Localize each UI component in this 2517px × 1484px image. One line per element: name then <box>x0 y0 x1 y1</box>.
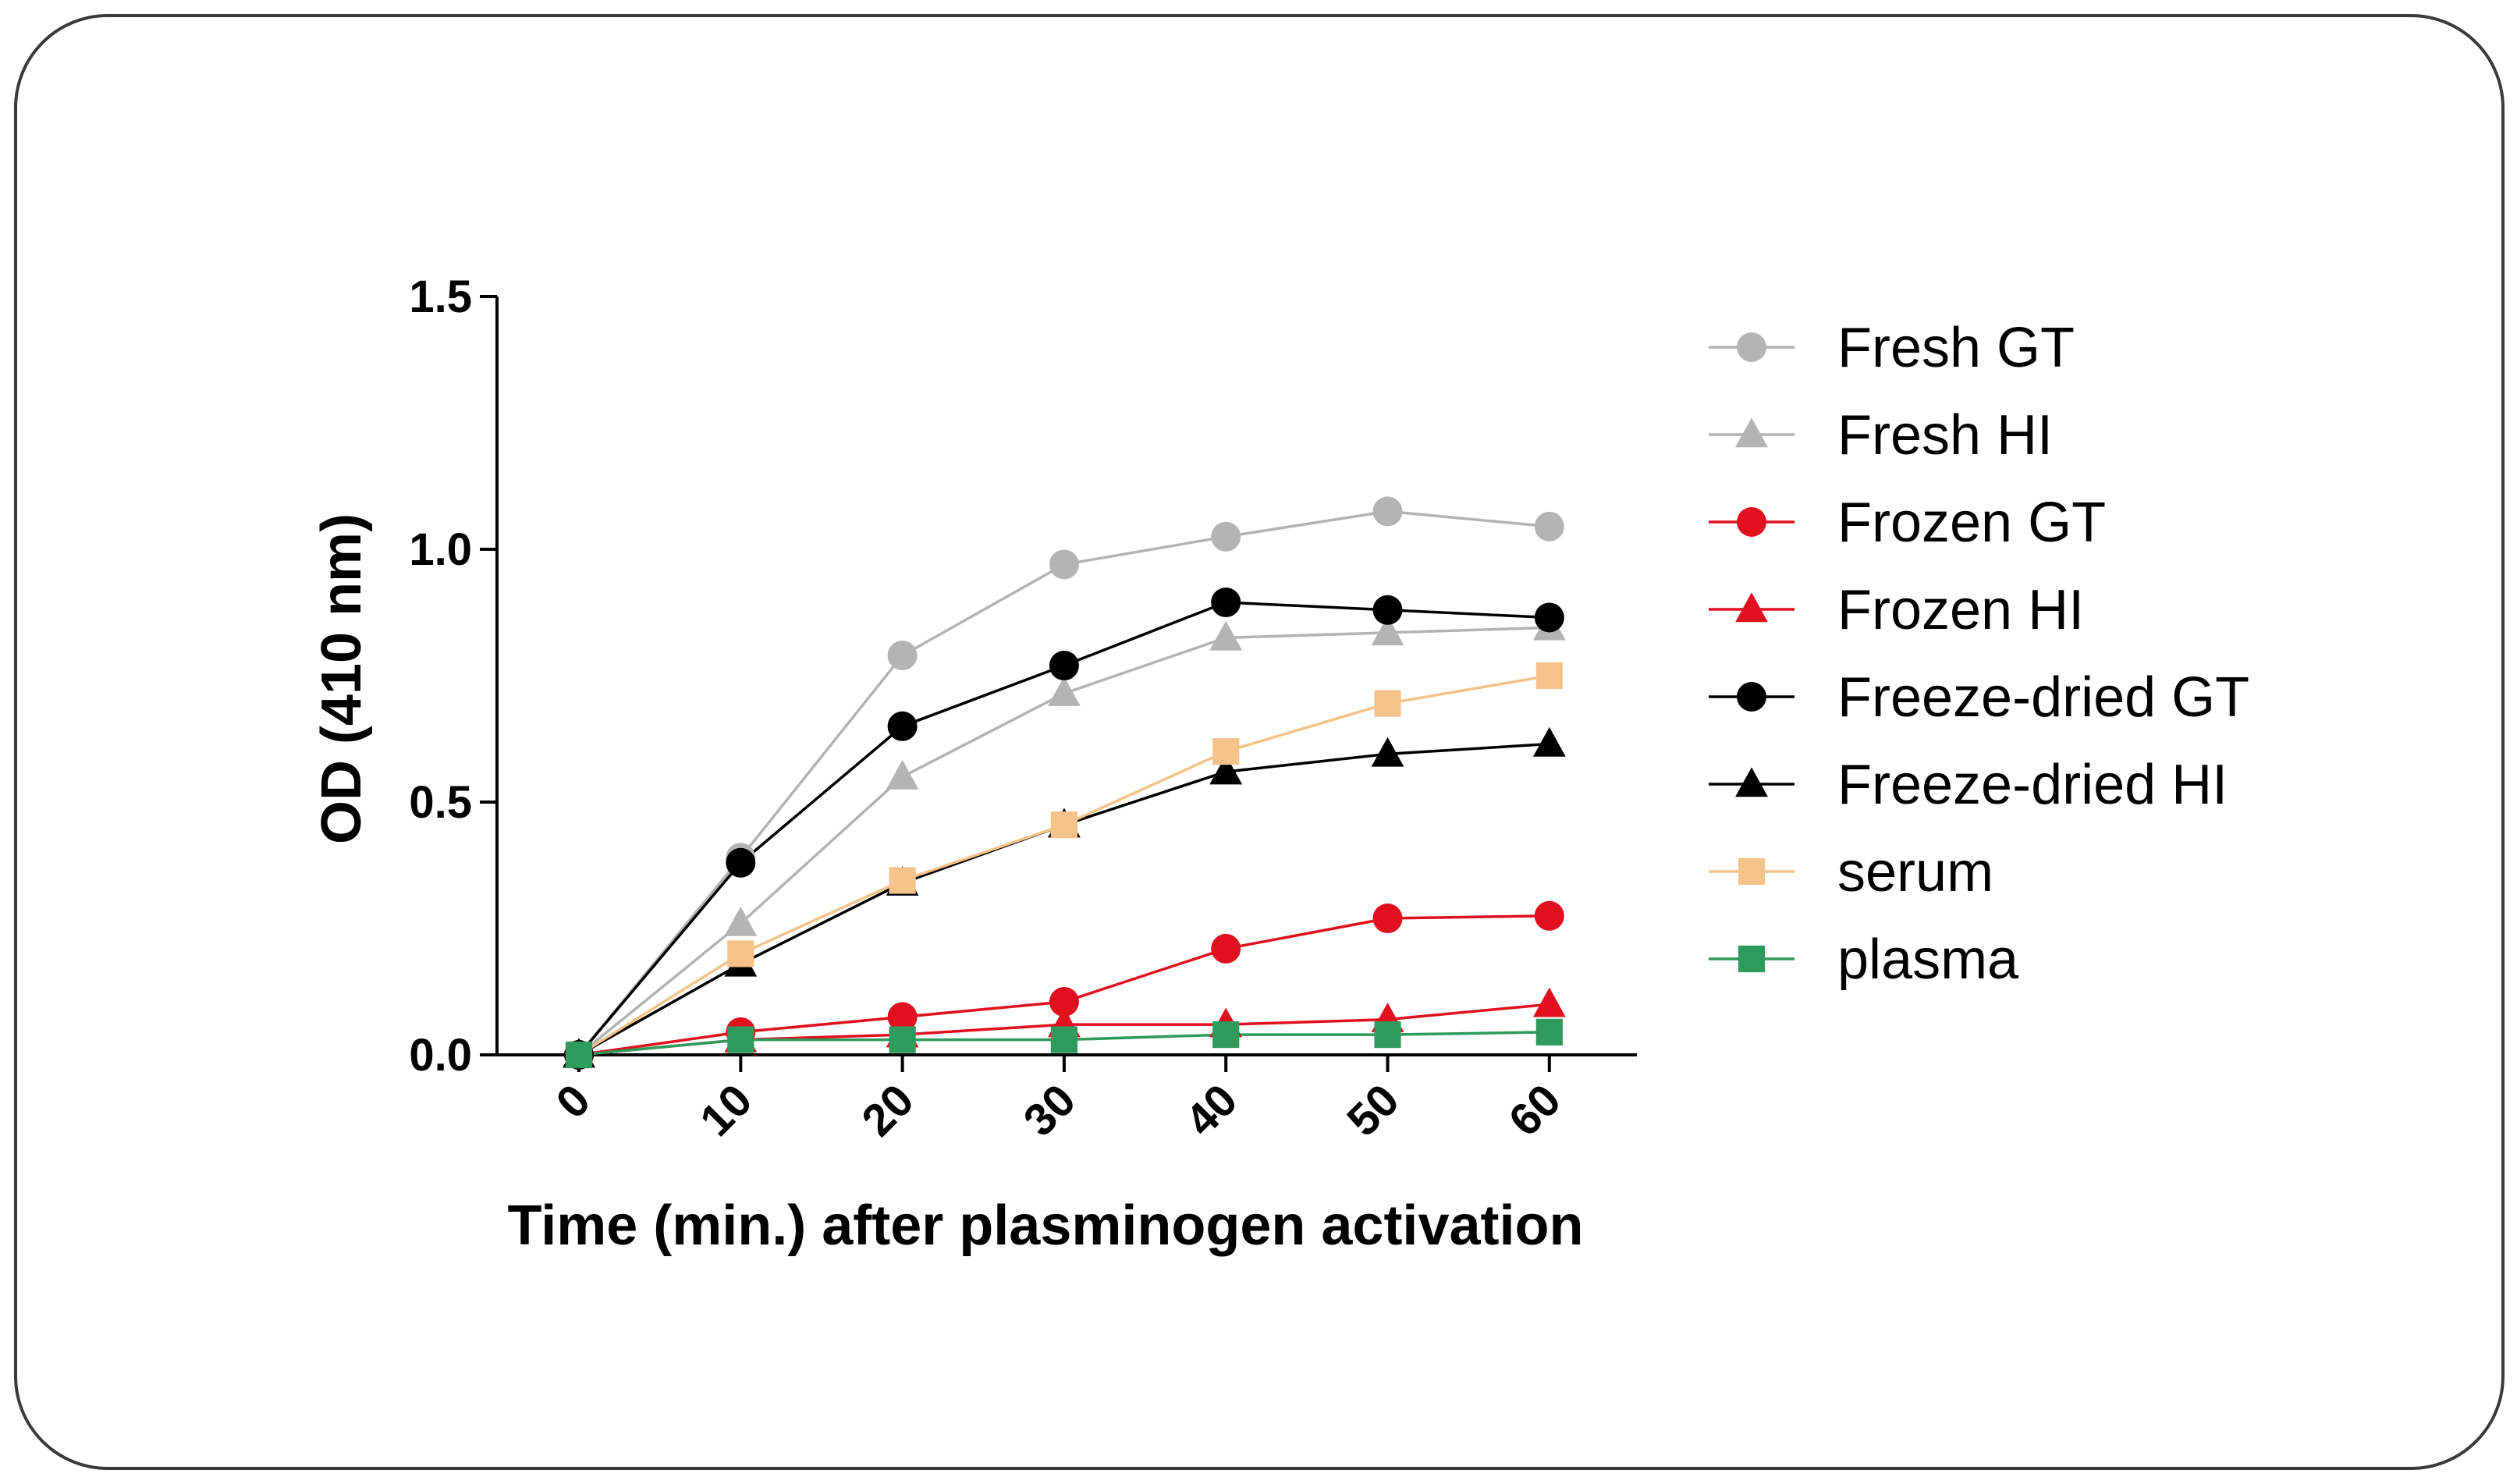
legend-marker-fresh-gt <box>1737 332 1766 362</box>
data-point-fresh-hi <box>886 759 919 790</box>
legend-marker-frozen-hi <box>1735 592 1768 623</box>
legend-marker-freeze-dried-hi <box>1735 767 1768 797</box>
legend: Fresh GT Fresh HI Frozen GT Frozen HI Freeze… <box>1709 317 2249 991</box>
legend-marker-plasma <box>1738 945 1766 973</box>
x-tick-label: 40 <box>1176 1074 1248 1146</box>
data-point-fresh-gt <box>1211 521 1241 552</box>
data-point-frozen-hi <box>1532 987 1566 1017</box>
data-point-serum <box>889 867 916 894</box>
x-tick-label: 0 <box>546 1074 600 1128</box>
data-point-plasma <box>1535 1018 1563 1046</box>
data-point-frozen-gt <box>1534 900 1564 931</box>
legend-label-frozen-hi: Frozen HI <box>1837 579 2084 641</box>
legend-marker-frozen-gt <box>1737 507 1766 537</box>
data-point-serum <box>1212 738 1240 765</box>
legend-marker-freeze-dried-gt <box>1737 682 1766 712</box>
data-point-plasma <box>727 1026 754 1053</box>
x-tick-label: 30 <box>1014 1074 1086 1146</box>
data-point-freeze-dried-gt <box>1211 588 1241 618</box>
data-point-freeze-dried-gt <box>887 711 918 741</box>
data-point-fresh-gt <box>1534 511 1564 541</box>
x-tick-label: 50 <box>1337 1074 1409 1146</box>
series-markers <box>563 496 1566 1070</box>
data-point-fresh-hi <box>1048 676 1081 706</box>
y-axis-title: OD (410 nm) <box>311 513 373 844</box>
x-tick-label: 10 <box>690 1074 762 1146</box>
x-tick-label: 20 <box>852 1074 924 1146</box>
data-point-fresh-gt <box>1049 549 1079 580</box>
legend-marker-serum <box>1738 857 1766 886</box>
data-point-fresh-gt <box>887 641 918 671</box>
x-axis-title: Time (min.) after plasminogen activation <box>508 1195 1584 1257</box>
data-point-plasma <box>1050 1026 1077 1053</box>
data-point-frozen-gt <box>1049 986 1079 1017</box>
data-point-fresh-hi <box>1209 620 1243 651</box>
data-point-frozen-gt <box>1211 933 1241 964</box>
legend-label-freeze-dried-hi: Freeze-dried HI <box>1837 754 2228 816</box>
data-point-freeze-dried-gt <box>1372 595 1403 625</box>
x-tick-label: 60 <box>1499 1074 1571 1146</box>
data-point-serum <box>727 940 754 967</box>
legend-label-frozen-gt: Frozen GT <box>1837 492 2106 554</box>
data-point-fresh-hi <box>1371 616 1404 646</box>
data-point-plasma <box>565 1041 593 1069</box>
data-point-serum <box>1374 690 1401 717</box>
legend-label-fresh-gt: Fresh GT <box>1837 317 2075 379</box>
legend-label-plasma: plasma <box>1837 928 2019 991</box>
data-point-freeze-dried-hi <box>1209 754 1243 785</box>
legend-label-fresh-hi: Fresh HI <box>1837 404 2053 467</box>
y-tick-label: 0.0 <box>409 1030 472 1081</box>
data-point-plasma <box>1374 1021 1401 1049</box>
y-tick-label: 1.5 <box>409 272 472 322</box>
data-point-frozen-gt <box>1372 904 1403 934</box>
data-point-serum <box>1535 662 1563 690</box>
data-point-frozen-gt <box>887 1002 918 1032</box>
axes: 0.0 0.5 1.0 1.5 0 10 20 30 40 50 60 <box>409 272 1637 1146</box>
data-point-freeze-dried-hi <box>1371 737 1404 767</box>
y-tick-label: 1.0 <box>409 524 472 575</box>
legend-label-serum: serum <box>1837 841 1993 904</box>
data-point-freeze-dried-gt <box>726 847 756 878</box>
data-point-freeze-dried-gt <box>1049 651 1079 681</box>
data-point-fresh-hi <box>724 906 758 936</box>
data-point-plasma <box>1212 1021 1240 1049</box>
data-point-freeze-dried-hi <box>1532 726 1566 757</box>
legend-marker-fresh-hi <box>1735 417 1768 448</box>
series-lines <box>577 509 1550 1056</box>
data-point-serum <box>1050 811 1077 839</box>
y-tick-label: 0.5 <box>409 777 472 828</box>
legend-label-freeze-dried-gt: Freeze-dried GT <box>1837 666 2249 729</box>
data-point-fresh-gt <box>1372 496 1403 527</box>
data-point-plasma <box>889 1026 916 1053</box>
data-point-freeze-dried-gt <box>1534 602 1564 633</box>
